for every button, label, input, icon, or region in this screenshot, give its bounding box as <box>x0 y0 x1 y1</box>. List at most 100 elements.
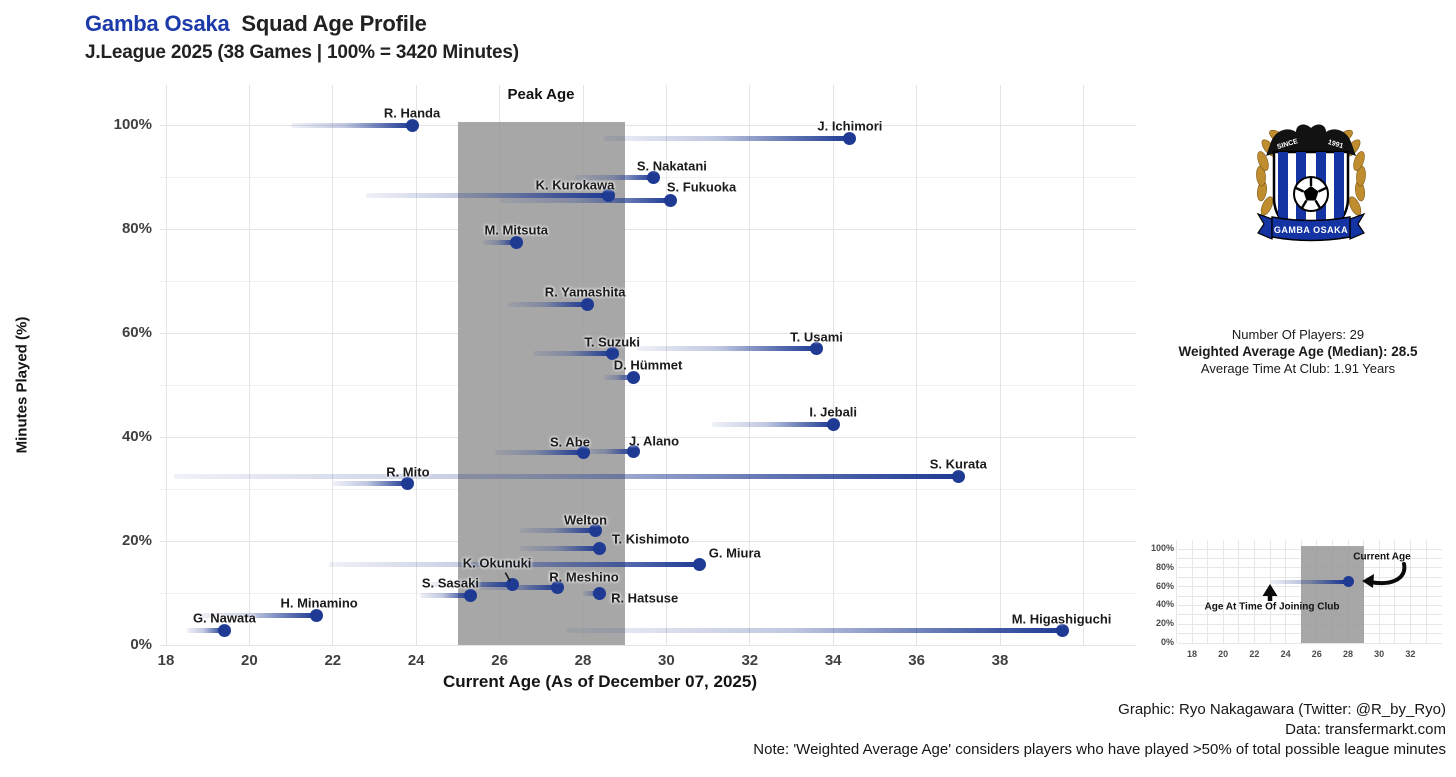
x-gridline <box>999 85 1001 645</box>
player-point <box>463 588 477 602</box>
credit-graphic: Graphic: Ryo Nakagawara (Twitter: @R_by_… <box>1118 701 1446 718</box>
player-trail <box>499 197 671 203</box>
gamba-osaka-crest: SINCE 1991 GAMBA O <box>1256 124 1366 242</box>
stat-average-time-at-club: Average Time At Club: 1.91 Years <box>1200 361 1396 376</box>
stat-number-of-players: Number Of Players: 29 <box>1231 327 1365 342</box>
y-tick-label: 100% <box>113 116 152 133</box>
player-trail <box>603 135 850 141</box>
chart-title: Gamba Osaka Squad Age Profile <box>85 11 427 37</box>
player-trail <box>712 421 834 427</box>
player-label: T. Suzuki <box>584 334 640 350</box>
y-gridline <box>160 540 1136 542</box>
player-label: R. Meshino <box>549 569 619 585</box>
player-point <box>576 446 590 460</box>
y-minor-gridline <box>160 488 1136 490</box>
player-point <box>601 188 615 202</box>
x-gridline <box>248 85 250 645</box>
player-point <box>693 557 707 571</box>
inset-x-tick-label: 22 <box>1249 649 1260 659</box>
inset-example-trail <box>1270 579 1348 584</box>
player-trail <box>199 612 317 618</box>
player-label: S. Sasaki <box>421 575 479 591</box>
player-point <box>826 417 840 431</box>
inset-x-gridline <box>1175 540 1177 643</box>
player-point <box>605 347 619 361</box>
x-tick-label: 28 <box>574 652 592 669</box>
inset-y-tick-label: 80% <box>1155 561 1174 572</box>
inset-x-gridline <box>1425 540 1427 643</box>
inset-x-gridline <box>1253 540 1255 643</box>
inset-x-gridline <box>1207 540 1209 643</box>
crest-club-text: GAMBA OSAKA <box>1274 225 1348 235</box>
crest-year-text: 1991 <box>1327 139 1344 150</box>
y-minor-gridline <box>160 384 1136 386</box>
x-tick-label: 24 <box>407 652 425 669</box>
player-trail <box>574 174 654 180</box>
inset-x-tick-label: 32 <box>1405 649 1416 659</box>
crest-ribbon: GAMBA OSAKA <box>1256 212 1366 242</box>
player-point <box>626 370 640 384</box>
peak-age-label: Peak Age <box>507 86 575 103</box>
inset-y-tick-label: 60% <box>1155 580 1174 591</box>
player-label: J. Ichimori <box>817 118 883 134</box>
x-gridline <box>665 85 667 645</box>
y-minor-gridline <box>160 592 1136 594</box>
player-point <box>589 524 602 538</box>
player-label: G. Nawata <box>192 610 256 626</box>
player-trail <box>428 581 513 587</box>
y-tick-label: 20% <box>121 532 152 549</box>
y-gridline <box>160 124 1136 126</box>
player-trail <box>603 374 634 380</box>
x-gridline <box>165 85 167 645</box>
inset-x-tick-label: 24 <box>1280 649 1291 659</box>
player-label: M. Mitsuta <box>484 222 549 238</box>
inset-x-tick-label: 20 <box>1218 649 1229 659</box>
x-tick-label: 18 <box>157 652 175 669</box>
player-point <box>647 170 661 184</box>
player-label: Welton <box>563 512 608 528</box>
x-gridline <box>832 85 834 645</box>
inset-x-gridline <box>1285 540 1287 643</box>
inset-y-tick-label: 100% <box>1150 543 1174 553</box>
player-label: I. Jebali <box>809 404 858 420</box>
x-gridline <box>332 85 334 645</box>
inset-x-gridline <box>1222 540 1224 643</box>
player-trail <box>637 346 817 352</box>
player-trail <box>583 591 600 597</box>
player-trail <box>478 585 558 591</box>
inset-x-gridline <box>1269 540 1271 643</box>
player-label: D. Hümmet <box>613 357 683 373</box>
inset-peak-age-band <box>1301 546 1364 643</box>
y-tick-label: 80% <box>121 220 152 237</box>
player-trail <box>420 592 471 598</box>
player-label: S. Kurata <box>929 456 987 472</box>
y-tick-label: 0% <box>130 636 152 653</box>
player-trail <box>583 449 634 455</box>
player-label: T. Usami <box>790 329 843 345</box>
title-rest: Squad Age Profile <box>241 11 427 36</box>
y-gridline <box>160 644 1136 646</box>
chart-subtitle: J.League 2025 (38 Games | 100% = 3420 Mi… <box>85 42 519 63</box>
inset-x-tick-label: 18 <box>1186 649 1197 659</box>
inset-x-tick-label: 26 <box>1311 649 1322 659</box>
player-trail <box>291 122 413 128</box>
player-label: M. Higashiguchi <box>1011 611 1112 627</box>
player-label: G. Miura <box>708 545 761 561</box>
player-label: S. Fukuoka <box>666 179 737 195</box>
x-gridline <box>415 85 417 645</box>
inset-x-tick-label: 28 <box>1342 649 1353 659</box>
player-trail <box>174 473 959 479</box>
x-tick-label: 36 <box>908 652 925 669</box>
inset-y-tick-label: 20% <box>1155 618 1174 629</box>
x-gridline <box>1082 85 1084 645</box>
inset-x-gridline <box>1409 540 1411 643</box>
player-point <box>593 542 607 556</box>
stat-weighted-average-age: Weighted Average Age (Median): 28.5 <box>1178 344 1418 359</box>
y-tick-label: 60% <box>121 324 152 341</box>
player-point <box>951 469 965 483</box>
inset-example-point <box>1342 576 1354 588</box>
player-point <box>401 477 415 491</box>
x-tick-label: 32 <box>741 652 759 669</box>
